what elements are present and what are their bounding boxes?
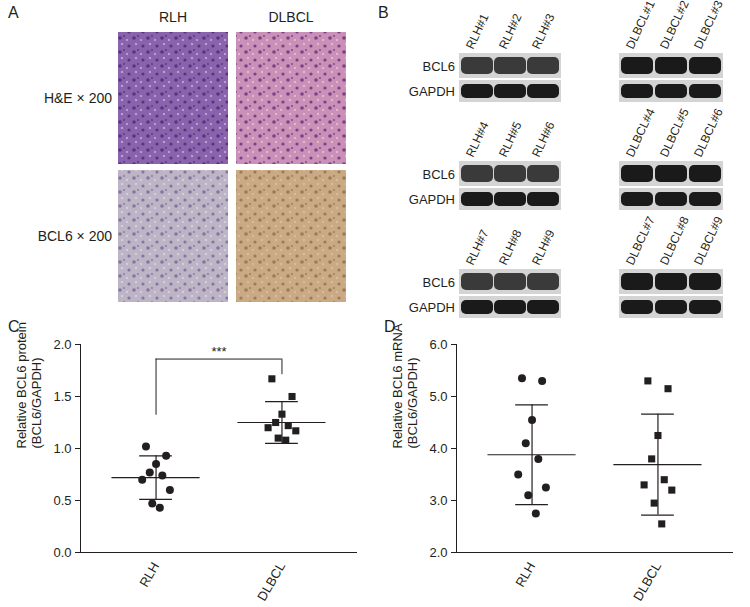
svg-text:BCL6: BCL6 [422, 59, 455, 74]
svg-text:BCL6: BCL6 [422, 275, 455, 290]
svg-text:0.5: 0.5 [53, 493, 71, 508]
svg-text:6.0: 6.0 [429, 337, 447, 352]
svg-text:RLH#8: RLH#8 [496, 227, 525, 267]
svg-text:DLBCL#8: DLBCL#8 [657, 214, 692, 267]
svg-text:DLBCL: DLBCL [630, 560, 664, 604]
svg-text:2.0: 2.0 [429, 545, 447, 560]
svg-text:RLH#9: RLH#9 [529, 227, 558, 267]
svg-text:RLH: RLH [159, 9, 187, 25]
svg-text:H&E × 200: H&E × 200 [44, 90, 112, 106]
html-text:A: A [8, 4, 19, 21]
svg-text:4.0: 4.0 [429, 441, 447, 456]
svg-text:RLH#7: RLH#7 [463, 227, 492, 267]
svg-text:RLH#3: RLH#3 [529, 11, 558, 51]
svg-text:DLBCL#9: DLBCL#9 [691, 214, 726, 267]
svg-text:GAPDH: GAPDH [409, 300, 455, 315]
svg-text:DLBCL#6: DLBCL#6 [691, 106, 726, 159]
svg-text:Relative BCL6 mRNA level(BCL6/: Relative BCL6 mRNA level(BCL6/GAPDH) [390, 322, 421, 449]
svg-text:RLH#1: RLH#1 [463, 11, 492, 51]
svg-text:1.0: 1.0 [53, 441, 71, 456]
svg-text:***: *** [211, 344, 226, 359]
svg-text:BCL6: BCL6 [422, 167, 455, 182]
svg-text:DLBCL#7: DLBCL#7 [623, 214, 658, 267]
svg-text:Relative BCL6 protein level(BC: Relative BCL6 protein level(BCL6/GAPDH) [14, 322, 45, 449]
svg-text:RLH: RLH [136, 560, 162, 590]
svg-text:DLBCL#1: DLBCL#1 [623, 0, 658, 51]
svg-text:2.0: 2.0 [53, 337, 71, 352]
svg-text:RLH#4: RLH#4 [463, 119, 492, 159]
svg-text:DLBCL#3: DLBCL#3 [691, 0, 726, 51]
svg-text:DLBCL#5: DLBCL#5 [657, 106, 692, 159]
svg-text:0.0: 0.0 [53, 545, 71, 560]
svg-text:DLBCL#2: DLBCL#2 [657, 0, 692, 51]
svg-text:GAPDH: GAPDH [409, 84, 455, 99]
svg-text:GAPDH: GAPDH [409, 192, 455, 207]
html-text:B: B [378, 4, 389, 21]
svg-text:RLH#5: RLH#5 [496, 119, 525, 159]
svg-text:RLH#6: RLH#6 [529, 119, 558, 159]
svg-text:5.0: 5.0 [429, 389, 447, 404]
svg-text:BCL6 × 200: BCL6 × 200 [38, 228, 113, 244]
svg-text:DLBCL#4: DLBCL#4 [623, 106, 658, 159]
svg-text:3.0: 3.0 [429, 493, 447, 508]
svg-text:DLBCL: DLBCL [254, 560, 288, 604]
svg-text:RLH: RLH [512, 560, 538, 590]
svg-text:DLBCL: DLBCL [268, 9, 313, 25]
svg-text:RLH#2: RLH#2 [496, 11, 525, 51]
svg-text:1.5: 1.5 [53, 389, 71, 404]
